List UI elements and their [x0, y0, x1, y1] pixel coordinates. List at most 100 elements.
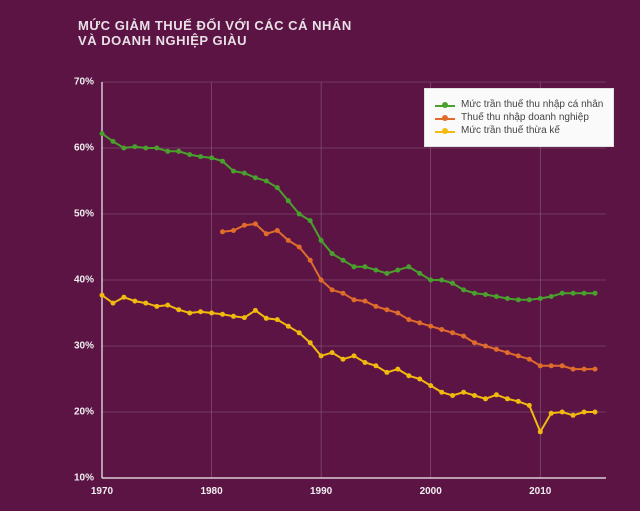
- series-marker-income_top: [341, 258, 346, 263]
- series-marker-income_top: [275, 185, 280, 190]
- series-marker-income_top: [571, 291, 576, 296]
- series-marker-income_top: [121, 146, 126, 151]
- series-line-inheritance_top: [102, 295, 595, 432]
- series-marker-income_top: [428, 278, 433, 283]
- series-marker-income_top: [417, 271, 422, 276]
- series-marker-inheritance_top: [417, 377, 422, 382]
- series-marker-inheritance_top: [121, 295, 126, 300]
- series-line-income_top: [102, 134, 595, 300]
- series-marker-inheritance_top: [483, 396, 488, 401]
- series-marker-inheritance_top: [560, 410, 565, 415]
- series-marker-inheritance_top: [132, 299, 137, 304]
- series-marker-income_top: [330, 251, 335, 256]
- series-marker-corporate: [363, 299, 368, 304]
- series-marker-income_top: [231, 169, 236, 174]
- series-marker-income_top: [494, 294, 499, 299]
- series-marker-income_top: [286, 198, 291, 203]
- series-marker-inheritance_top: [231, 314, 236, 319]
- series-marker-corporate: [472, 340, 477, 345]
- series-marker-inheritance_top: [319, 353, 324, 358]
- series-marker-inheritance_top: [253, 308, 258, 313]
- series-marker-inheritance_top: [187, 311, 192, 316]
- series-marker-income_top: [439, 278, 444, 283]
- series-marker-income_top: [384, 271, 389, 276]
- y-axis-label: 60%: [62, 143, 94, 154]
- x-axis-label: 1970: [91, 486, 113, 497]
- series-marker-corporate: [308, 258, 313, 263]
- legend-item: Thuế thu nhập doanh nghiệp: [435, 112, 603, 123]
- series-marker-corporate: [461, 334, 466, 339]
- series-marker-income_top: [516, 297, 521, 302]
- series-marker-income_top: [264, 179, 269, 184]
- series-marker-corporate: [330, 287, 335, 292]
- series-marker-income_top: [209, 155, 214, 160]
- series-marker-corporate: [319, 278, 324, 283]
- series-marker-inheritance_top: [209, 311, 214, 316]
- series-marker-inheritance_top: [341, 357, 346, 362]
- series-marker-corporate: [527, 357, 532, 362]
- series-marker-income_top: [538, 296, 543, 301]
- series-marker-inheritance_top: [516, 399, 521, 404]
- series-marker-corporate: [428, 324, 433, 329]
- series-marker-inheritance_top: [505, 396, 510, 401]
- series-marker-inheritance_top: [593, 410, 598, 415]
- series-marker-inheritance_top: [100, 293, 105, 298]
- y-axis-label: 20%: [62, 407, 94, 418]
- tax-decline-chart: MỨC GIẢM THUẾ ĐỐI VỚI CÁC CÁ NHÂN VÀ DOA…: [0, 0, 640, 511]
- legend: Mức trần thuế thu nhập cá nhân Thuế thu n…: [424, 88, 614, 147]
- legend-label: Mức trần thuế thừa kế: [461, 125, 560, 136]
- series-marker-corporate: [384, 307, 389, 312]
- legend-item: Mức trần thuế thu nhập cá nhân: [435, 99, 603, 110]
- y-axis-label: 50%: [62, 209, 94, 220]
- series-marker-inheritance_top: [538, 429, 543, 434]
- series-marker-inheritance_top: [297, 330, 302, 335]
- series-marker-income_top: [308, 218, 313, 223]
- series-marker-corporate: [483, 344, 488, 349]
- series-marker-income_top: [450, 281, 455, 286]
- series-marker-inheritance_top: [165, 303, 170, 308]
- series-marker-inheritance_top: [527, 403, 532, 408]
- series-marker-inheritance_top: [198, 309, 203, 314]
- series-marker-inheritance_top: [220, 312, 225, 317]
- series-marker-inheritance_top: [549, 411, 554, 416]
- series-marker-income_top: [154, 146, 159, 151]
- series-marker-income_top: [143, 146, 148, 151]
- series-marker-income_top: [483, 292, 488, 297]
- series-marker-inheritance_top: [450, 393, 455, 398]
- series-marker-corporate: [231, 228, 236, 233]
- series-marker-inheritance_top: [330, 350, 335, 355]
- series-marker-corporate: [538, 363, 543, 368]
- y-axis-label: 70%: [62, 77, 94, 88]
- series-marker-income_top: [363, 264, 368, 269]
- series-marker-income_top: [111, 139, 116, 144]
- series-marker-income_top: [242, 171, 247, 176]
- x-axis-label: 2000: [420, 486, 442, 497]
- series-marker-inheritance_top: [428, 383, 433, 388]
- series-marker-inheritance_top: [439, 390, 444, 395]
- series-marker-inheritance_top: [308, 340, 313, 345]
- series-marker-inheritance_top: [395, 367, 400, 372]
- series-marker-income_top: [297, 212, 302, 217]
- series-marker-corporate: [220, 229, 225, 234]
- series-marker-income_top: [100, 131, 105, 136]
- series-marker-income_top: [220, 159, 225, 164]
- series-marker-income_top: [582, 291, 587, 296]
- series-marker-inheritance_top: [352, 353, 357, 358]
- series-marker-income_top: [527, 297, 532, 302]
- series-marker-inheritance_top: [275, 317, 280, 322]
- series-marker-income_top: [395, 268, 400, 273]
- chart-title: MỨC GIẢM THUẾ ĐỐI VỚI CÁC CÁ NHÂN VÀ DOA…: [78, 18, 352, 48]
- series-marker-corporate: [253, 221, 258, 226]
- series-marker-corporate: [275, 228, 280, 233]
- series-marker-income_top: [187, 152, 192, 157]
- series-marker-corporate: [264, 231, 269, 236]
- series-marker-corporate: [286, 238, 291, 243]
- series-marker-corporate: [373, 304, 378, 309]
- series-marker-inheritance_top: [384, 370, 389, 375]
- x-axis-label: 1990: [310, 486, 332, 497]
- series-marker-inheritance_top: [176, 307, 181, 312]
- series-marker-inheritance_top: [472, 393, 477, 398]
- series-marker-corporate: [406, 317, 411, 322]
- series-marker-income_top: [319, 238, 324, 243]
- series-marker-income_top: [132, 144, 137, 149]
